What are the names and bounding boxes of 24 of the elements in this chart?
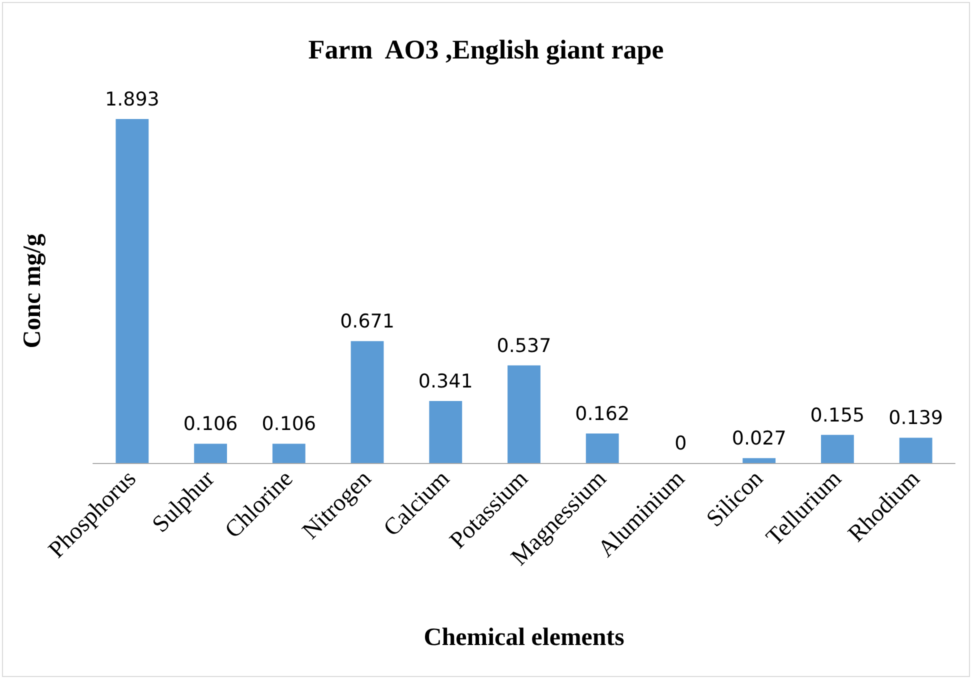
- y-axis-title: Conc mg/g: [19, 233, 46, 348]
- data-label: 0.671: [340, 310, 394, 333]
- bar: [586, 434, 619, 463]
- bar: [508, 365, 540, 463]
- bar: [194, 444, 227, 463]
- bar: [272, 444, 306, 463]
- data-label: 0.162: [575, 403, 630, 426]
- x-axis-title: Chemical elements: [424, 624, 625, 651]
- data-label: 0.106: [183, 413, 238, 436]
- bar: [742, 458, 776, 463]
- data-label: 1.893: [104, 88, 160, 110]
- data-label: 0.139: [888, 407, 944, 430]
- data-label: 0: [674, 432, 687, 454]
- bar: [429, 401, 462, 463]
- data-label: 0.106: [262, 413, 316, 436]
- data-label: 0.341: [418, 370, 473, 393]
- chart-title: Farm AO3 ,English giant rape: [308, 34, 664, 64]
- bar: [899, 438, 932, 463]
- data-label: 0.537: [496, 334, 552, 357]
- bar: [350, 341, 384, 463]
- data-label: 0.155: [810, 404, 865, 426]
- data-label: 0.027: [732, 428, 786, 450]
- bar: [116, 119, 149, 463]
- bar: [821, 434, 854, 463]
